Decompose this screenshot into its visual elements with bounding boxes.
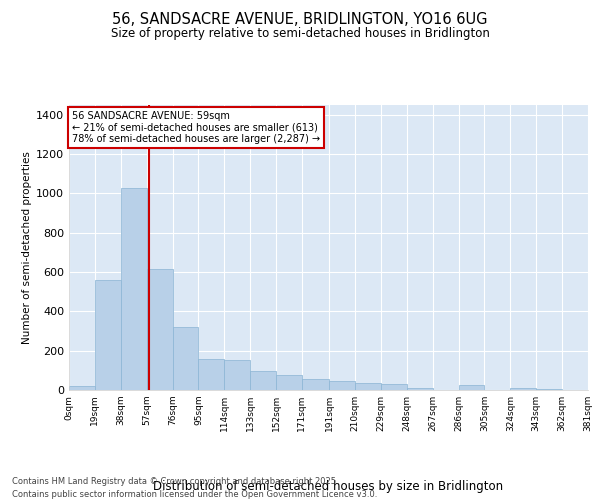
Bar: [355, 383, 381, 390]
Bar: [173, 327, 199, 390]
Bar: [276, 376, 302, 390]
Text: Contains HM Land Registry data © Crown copyright and database right 2025.: Contains HM Land Registry data © Crown c…: [12, 478, 338, 486]
Text: Size of property relative to semi-detached houses in Bridlington: Size of property relative to semi-detach…: [110, 28, 490, 40]
Bar: [511, 388, 536, 390]
Bar: [407, 388, 433, 390]
Bar: [250, 372, 276, 390]
Bar: [69, 386, 95, 390]
Bar: [146, 269, 173, 390]
Bar: [381, 384, 407, 390]
X-axis label: Distribution of semi-detached houses by size in Bridlington: Distribution of semi-detached houses by …: [154, 480, 503, 493]
Bar: [121, 188, 146, 390]
Bar: [224, 360, 250, 390]
Bar: [536, 389, 562, 390]
Bar: [329, 381, 355, 390]
Bar: [458, 385, 484, 390]
Bar: [199, 358, 224, 390]
Bar: [95, 280, 121, 390]
Bar: [302, 379, 329, 390]
Y-axis label: Number of semi-detached properties: Number of semi-detached properties: [22, 151, 32, 344]
Text: 56, SANDSACRE AVENUE, BRIDLINGTON, YO16 6UG: 56, SANDSACRE AVENUE, BRIDLINGTON, YO16 …: [112, 12, 488, 28]
Text: 56 SANDSACRE AVENUE: 59sqm
← 21% of semi-detached houses are smaller (613)
78% o: 56 SANDSACRE AVENUE: 59sqm ← 21% of semi…: [72, 111, 320, 144]
Text: Contains public sector information licensed under the Open Government Licence v3: Contains public sector information licen…: [12, 490, 377, 499]
